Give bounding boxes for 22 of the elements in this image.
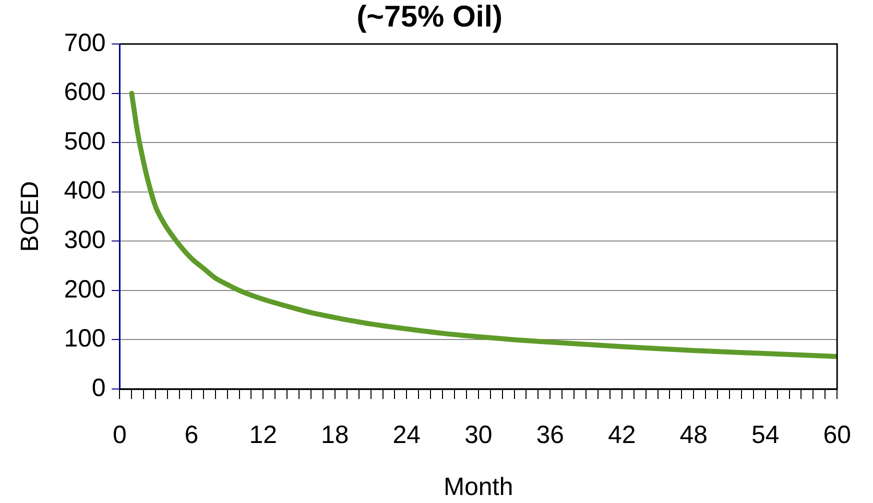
y-tick-label: 500 [64,127,106,156]
x-tick-label: 24 [392,420,421,449]
x-tick-label: 6 [184,420,198,449]
y-axis-title: BOED [16,181,44,252]
x-tick-label: 54 [751,420,780,449]
y-tick-label: 0 [92,374,106,402]
x-tick-label: 18 [321,420,349,449]
x-tick-label: 12 [249,420,278,449]
x-tick-label: 60 [823,420,851,449]
y-tick-label: 400 [64,176,106,205]
x-tick-label: 36 [536,420,564,449]
y-tick-label: 300 [64,226,106,254]
x-tick-label: 30 [464,420,492,449]
x-tick-label: 0 [112,420,127,449]
y-tick-label: 700 [64,28,106,57]
y-tick-label: 100 [64,324,106,353]
x-axis-title: Month [444,472,514,501]
y-tick-label: 600 [64,78,106,106]
x-tick-label: 48 [680,420,708,449]
y-tick-label: 200 [64,275,106,304]
x-tick-label: 42 [608,420,636,449]
chart-title: (~75% Oil) [356,0,502,34]
